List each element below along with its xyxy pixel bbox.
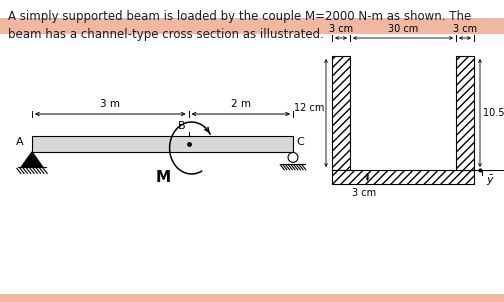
Text: A: A (16, 137, 24, 147)
Text: C: C (296, 137, 304, 147)
Bar (456, 56, 474, 170)
Text: 3 cm: 3 cm (352, 188, 376, 198)
Text: 10.5 cm: 10.5 cm (483, 108, 504, 118)
Text: B: B (178, 121, 185, 131)
Bar (332, 56, 350, 170)
Text: 3 m: 3 m (100, 99, 120, 109)
Bar (332, 170, 474, 184)
Bar (332, 56, 350, 170)
Text: $\bar{y}$: $\bar{y}$ (486, 174, 495, 188)
Polygon shape (21, 152, 43, 167)
Text: 12 cm: 12 cm (294, 103, 324, 113)
Bar (0, 18, 504, 34)
Text: 3 cm: 3 cm (453, 24, 477, 34)
Text: M: M (156, 170, 171, 185)
Bar (332, 170, 474, 184)
Bar (32, 136, 293, 152)
Text: A simply supported beam is loaded by the couple M=2000 N-m as shown. The
beam ha: A simply supported beam is loaded by the… (8, 10, 471, 41)
Text: 3 cm: 3 cm (329, 24, 353, 34)
Bar (0, 294, 504, 302)
Text: 2 m: 2 m (231, 99, 251, 109)
Text: 30 cm: 30 cm (388, 24, 418, 34)
Bar (456, 56, 474, 170)
